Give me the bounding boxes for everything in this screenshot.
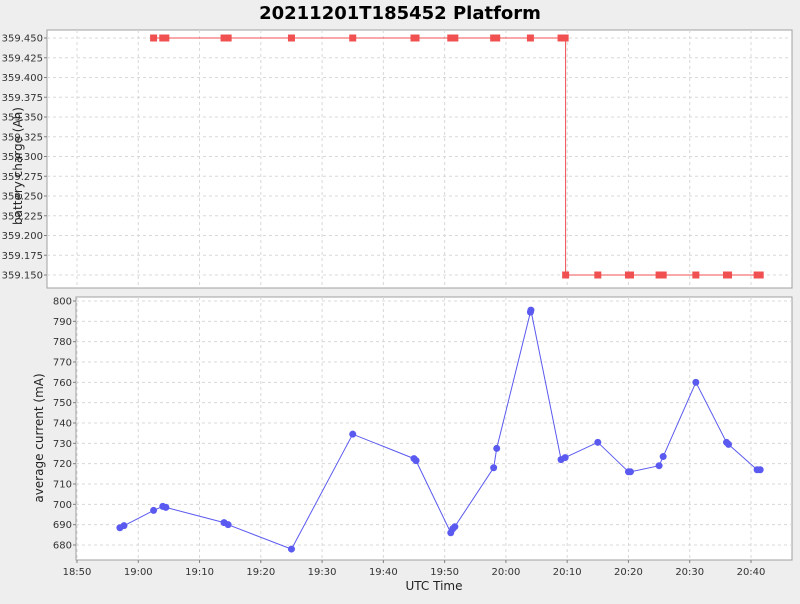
top-plot-frame <box>46 29 793 289</box>
x-axis-label: UTC Time <box>406 579 463 593</box>
top-series-line <box>153 37 761 276</box>
bottom-y-tick-label: 690 <box>53 520 72 531</box>
top-data-point <box>626 271 634 279</box>
top-data-point <box>655 271 663 279</box>
x-tick-label: 18:50 <box>63 567 92 578</box>
x-tick-label: 19:50 <box>430 567 459 578</box>
bottom-data-point <box>692 378 700 386</box>
bottom-data-point <box>659 453 667 461</box>
bottom-y-tick-label: 680 <box>53 541 72 552</box>
top-data-point <box>150 34 158 42</box>
bottom-y-tick-label: 700 <box>53 500 72 511</box>
bottom-series-line <box>119 309 761 550</box>
bottom-y-tick-label: 760 <box>53 378 72 389</box>
bottom-y-tick-label: 710 <box>53 480 72 491</box>
top-data-point <box>562 271 570 279</box>
top-data-point <box>447 34 455 42</box>
top-data-point <box>557 34 565 42</box>
bottom-data-point <box>490 464 498 472</box>
bottom-y-tick-label: 790 <box>53 317 72 328</box>
top-y-tick-label: 359.225 <box>2 211 43 222</box>
x-tick-label: 20:10 <box>553 567 582 578</box>
bottom-data-point <box>162 503 170 511</box>
x-tick-label: 19:00 <box>124 567 153 578</box>
top-data-point <box>692 271 700 279</box>
top-data-point <box>224 34 232 42</box>
bottom-y-tick-label: 720 <box>53 459 72 470</box>
top-y-tick-label: 359.300 <box>2 152 43 163</box>
bottom-data-point <box>756 466 764 474</box>
bottom-data-point <box>412 457 420 465</box>
bottom-y-tick-label: 750 <box>53 398 72 409</box>
axis-labels: 359.150 359.175 359.200 359.225 359.250 359.2… <box>2 34 766 579</box>
x-tick-label: 20:00 <box>491 567 520 578</box>
bottom-data-point <box>626 468 634 476</box>
top-data-point <box>451 34 459 42</box>
bottom-data-point <box>725 440 733 448</box>
top-y-tick-label: 359.450 <box>2 34 43 45</box>
top-y-tick-label: 359.350 <box>2 113 43 124</box>
top-y-tick-label: 359.325 <box>2 132 43 143</box>
bottom-data-point <box>349 430 357 438</box>
top-y-tick-label: 359.200 <box>2 231 43 242</box>
top-data-point <box>756 271 764 279</box>
bottom-data-point <box>120 522 128 530</box>
top-data-point <box>594 271 602 279</box>
bottom-grid <box>73 297 792 560</box>
bottom-y-tick-label: 770 <box>53 358 72 369</box>
top-data-point <box>162 34 170 42</box>
top-data-point <box>659 271 667 279</box>
top-y-tick-label: 359.150 <box>2 271 43 282</box>
x-tick-label: 19:10 <box>185 567 214 578</box>
x-tick-label: 20:20 <box>614 567 643 578</box>
bottom-data-point <box>561 454 569 462</box>
top-series <box>150 34 764 279</box>
bottom-plot-frame <box>75 296 793 561</box>
bottom-data-point <box>493 444 501 452</box>
top-data-point <box>561 34 569 42</box>
x-tick-label: 20:40 <box>737 567 766 578</box>
bottom-y-axis-label: average current (mA) <box>32 373 46 502</box>
bottom-data-point <box>594 438 602 446</box>
top-y-tick-label: 359.400 <box>2 73 43 84</box>
bottom-data-point <box>655 462 663 470</box>
bottom-data-point <box>224 521 232 529</box>
bottom-data-point <box>287 545 295 553</box>
top-y-tick-label: 359.250 <box>2 192 43 203</box>
bottom-y-tick-label: 740 <box>53 419 72 430</box>
top-data-point <box>220 34 228 42</box>
bottom-y-tick-label: 800 <box>53 297 72 308</box>
top-y-tick-label: 359.425 <box>2 53 43 64</box>
top-data-point <box>526 34 534 42</box>
bottom-data-point <box>150 506 158 514</box>
bottom-series <box>116 306 764 553</box>
top-y-axis-label: battery charge (Ah) <box>11 107 25 225</box>
top-y-tick-label: 359.275 <box>2 172 43 183</box>
bottom-data-point <box>527 306 535 314</box>
top-data-point <box>493 34 501 42</box>
top-y-tick-label: 359.375 <box>2 93 43 104</box>
chart-title: 20211201T185452 Platform <box>259 3 541 24</box>
top-y-tick-label: 359.175 <box>2 251 43 262</box>
bottom-y-tick-label: 730 <box>53 439 72 450</box>
bottom-data-point <box>451 523 459 531</box>
x-tick-label: 19:20 <box>246 567 275 578</box>
top-data-point <box>412 34 420 42</box>
top-data-point <box>725 271 733 279</box>
bottom-y-tick-label: 780 <box>53 337 72 348</box>
x-tick-label: 19:30 <box>308 567 337 578</box>
top-grid <box>44 30 792 288</box>
x-tick-label: 19:40 <box>369 567 398 578</box>
top-data-point <box>349 34 357 42</box>
x-tick-label: 20:30 <box>675 567 704 578</box>
top-data-point <box>287 34 295 42</box>
